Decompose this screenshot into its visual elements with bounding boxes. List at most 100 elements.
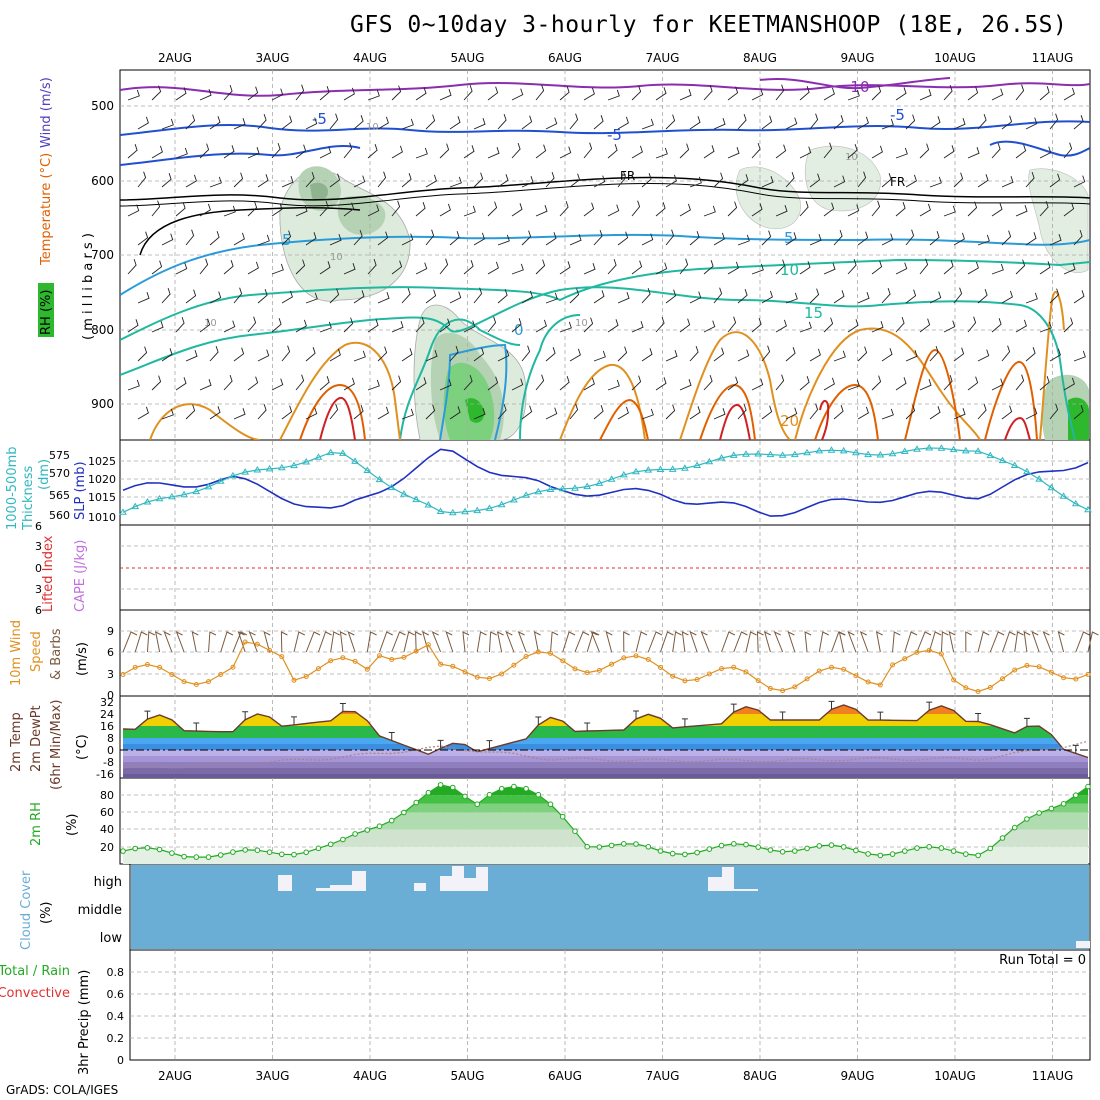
upper-wind-barb — [1025, 117, 1038, 130]
upper-wind-barb — [785, 407, 798, 420]
rh2m-marker — [401, 809, 407, 816]
upper-wind-barb — [247, 376, 259, 391]
wind10-barb — [1075, 631, 1090, 653]
wind10-markers — [120, 639, 1091, 694]
ytick-label: 16 — [100, 720, 114, 733]
rh2m-marker — [645, 844, 652, 850]
rh2m-marker — [755, 844, 762, 850]
wind10-barb — [1087, 631, 1099, 653]
temp-band — [123, 768, 1088, 774]
rh2m-marker — [1036, 810, 1042, 816]
rh2m-markers — [120, 782, 1091, 860]
upper-wind-barb — [943, 374, 953, 391]
ytick-label: 32 — [100, 696, 114, 709]
wind10-marker — [462, 669, 468, 675]
upper-wind-barb — [1001, 230, 1012, 246]
wind10-marker — [328, 658, 334, 664]
upper-wind-barb — [775, 144, 787, 159]
rh2m-marker — [340, 836, 346, 843]
upper-wind-barb — [127, 258, 137, 275]
upper-wind-barb — [401, 233, 414, 246]
upper-wind-barb — [943, 84, 953, 101]
temp-minmax-bar — [877, 711, 884, 721]
thickness-marker — [1047, 483, 1056, 491]
upper-wind-barb — [967, 261, 979, 275]
wind10-barb — [248, 630, 258, 653]
rh2m-marker — [535, 791, 542, 798]
axis-title-rh: RH (%) — [39, 290, 54, 335]
wind10-barb — [280, 631, 288, 653]
rh2m-marker — [608, 842, 615, 849]
wind10-barb — [763, 631, 771, 653]
cloud-axis-titles: Cloud Cover (%) — [19, 870, 54, 950]
upper-wind-barb — [223, 145, 235, 159]
upper-wind-barb — [799, 146, 812, 159]
upper-wind-barb — [943, 145, 955, 159]
upper-wind-barb — [703, 145, 715, 159]
upper-wind-barb — [463, 205, 476, 217]
wind10-marker — [865, 679, 871, 685]
wind10-marker — [828, 664, 834, 670]
temp-band — [123, 738, 1088, 744]
upper-wind-barb — [713, 408, 726, 420]
upper-wind-barb — [641, 287, 651, 304]
upper-wind-barb — [391, 145, 403, 159]
wind10-barb — [154, 631, 162, 653]
slp-axis-titles: 1000-500mb Thickness (dm) SLP (mb) — [5, 446, 88, 531]
upper-wind-barb — [497, 113, 507, 130]
upper-wind-barb — [295, 319, 307, 333]
wind10-barb — [733, 631, 748, 653]
upper-wind-barb — [401, 348, 413, 362]
ytick-label: 6 — [35, 520, 42, 533]
upper-wind-barb — [391, 321, 404, 333]
thickness-marker — [436, 507, 445, 514]
upper-wind-barb — [391, 85, 402, 101]
upper-wind-barb — [991, 142, 1001, 159]
upper-wind-barb — [377, 171, 387, 188]
upper-wind-barb — [895, 87, 907, 101]
upper-wind-barb — [1049, 173, 1061, 188]
upper-wind-barb — [377, 346, 388, 362]
axis-title-temp-unit: (°C) — [75, 734, 90, 760]
upper-wind-barb — [223, 320, 236, 333]
thickness-marker — [815, 446, 824, 454]
upper-wind-barb — [161, 287, 171, 304]
wind10-marker — [389, 657, 395, 662]
upper-wind-barb — [785, 117, 798, 130]
rh2m-band — [123, 812, 1088, 830]
wind10-barb — [847, 630, 857, 653]
upper-wind-barb — [257, 174, 269, 188]
upper-wind-barb — [679, 203, 691, 217]
ytick-label: 600 — [91, 174, 114, 188]
upper-wind-barb — [463, 320, 476, 333]
rh2m-marker — [1060, 801, 1067, 807]
rh-legend-swatch — [38, 283, 54, 337]
upper-wind-barb — [185, 350, 198, 362]
upper-wind-barb — [1039, 321, 1052, 333]
upper-wind-barb — [751, 142, 761, 159]
thickness-marker — [681, 464, 689, 471]
upper-wind-barb — [583, 317, 594, 333]
upper-wind-barb — [943, 260, 954, 275]
upper-wind-barb — [545, 407, 558, 420]
lifted-axis-titles: Lifted Index CAPE (J/kg) — [41, 535, 88, 612]
upper-wind-barb — [473, 118, 486, 130]
axis-title-wind10: 10m Wind — [9, 620, 24, 686]
wind10-barb — [550, 631, 559, 653]
upper-wind-barb — [929, 406, 941, 420]
upper-wind-barb — [223, 260, 234, 275]
thickness-marker — [1071, 499, 1080, 507]
thickness-marker — [900, 447, 909, 454]
upper-wind-barb — [175, 262, 188, 275]
rh2m-marker — [193, 854, 200, 860]
upper-wind-barb — [895, 377, 907, 391]
thickness-marker — [534, 487, 543, 495]
upper-wind-barb — [1073, 175, 1086, 188]
upper-wind-barb — [185, 114, 196, 130]
upper-wind-barb — [535, 205, 548, 217]
upper-wind-barb — [977, 234, 990, 246]
upper-wind-barb — [689, 406, 701, 420]
date-label-top: 2AUG — [158, 51, 192, 65]
upper-wind-barb — [247, 201, 258, 217]
rh2m-marker — [547, 801, 554, 808]
